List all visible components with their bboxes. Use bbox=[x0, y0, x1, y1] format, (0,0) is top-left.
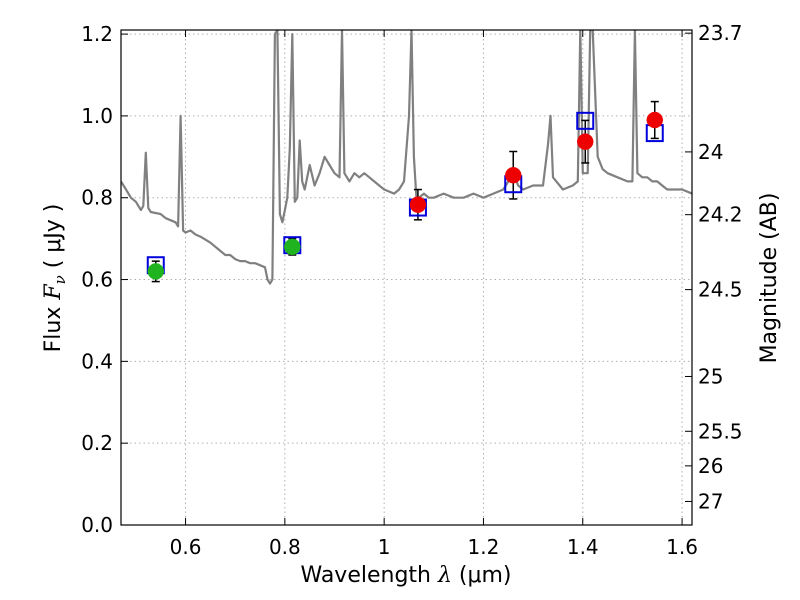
tick-layer bbox=[121, 30, 692, 526]
x-tick-label: 1.4 bbox=[567, 535, 599, 559]
y-tick-label: 0.4 bbox=[81, 349, 113, 373]
mag-tick-label: 27 bbox=[698, 489, 723, 513]
y-tick-label: 1.2 bbox=[81, 22, 113, 46]
model-spectrum-layer bbox=[121, 30, 692, 285]
photometry-point bbox=[147, 263, 165, 280]
y-tick-label: 0.6 bbox=[81, 268, 113, 292]
y2-axis-label: Magnitude (AB) bbox=[757, 193, 782, 364]
y-tick-label: 0.0 bbox=[81, 513, 113, 537]
x-axis-label: Wavelength λ (μm) bbox=[300, 563, 511, 588]
mag-tick-label: 23.7 bbox=[698, 21, 743, 45]
plot-frame bbox=[120, 29, 693, 526]
mag-tick-label: 24.5 bbox=[698, 278, 743, 302]
photometry-point bbox=[409, 196, 427, 213]
photometry-point bbox=[576, 133, 594, 150]
y-tick-label: 0.8 bbox=[81, 186, 113, 210]
y-tick-label: 1.0 bbox=[81, 104, 113, 128]
x-tick-label: 1.6 bbox=[666, 535, 698, 559]
photometry-point bbox=[505, 166, 522, 184]
mag-tick-label: 26 bbox=[698, 454, 723, 478]
x-tick-label: 1 bbox=[378, 535, 391, 559]
mag-tick-label: 24.2 bbox=[698, 203, 743, 227]
x-tick-label: 0.6 bbox=[170, 535, 202, 559]
mag-tick-label: 25 bbox=[698, 364, 723, 388]
model-band-square bbox=[576, 111, 595, 130]
grid bbox=[121, 30, 692, 526]
photometry-point bbox=[284, 238, 301, 256]
x-tick-label: 1.2 bbox=[468, 535, 500, 559]
x-tick-label: 0.8 bbox=[269, 535, 301, 559]
photometry-layer bbox=[147, 111, 664, 280]
y-tick-label: 0.2 bbox=[81, 431, 113, 455]
tick-label-layer: 0.6 0.8 1 1.2 1.4 1.6 0.0 0.2 0.4 0.6 0.8 1.0 1.2 23.… bbox=[81, 21, 742, 559]
y-axis-label: Flux Fν ( μJy ) bbox=[41, 204, 69, 353]
mag-tick-label: 24 bbox=[698, 140, 723, 164]
model-spectrum-line bbox=[121, 30, 692, 285]
photometry-point bbox=[646, 111, 664, 129]
mag-tick-label: 25.5 bbox=[698, 419, 743, 443]
